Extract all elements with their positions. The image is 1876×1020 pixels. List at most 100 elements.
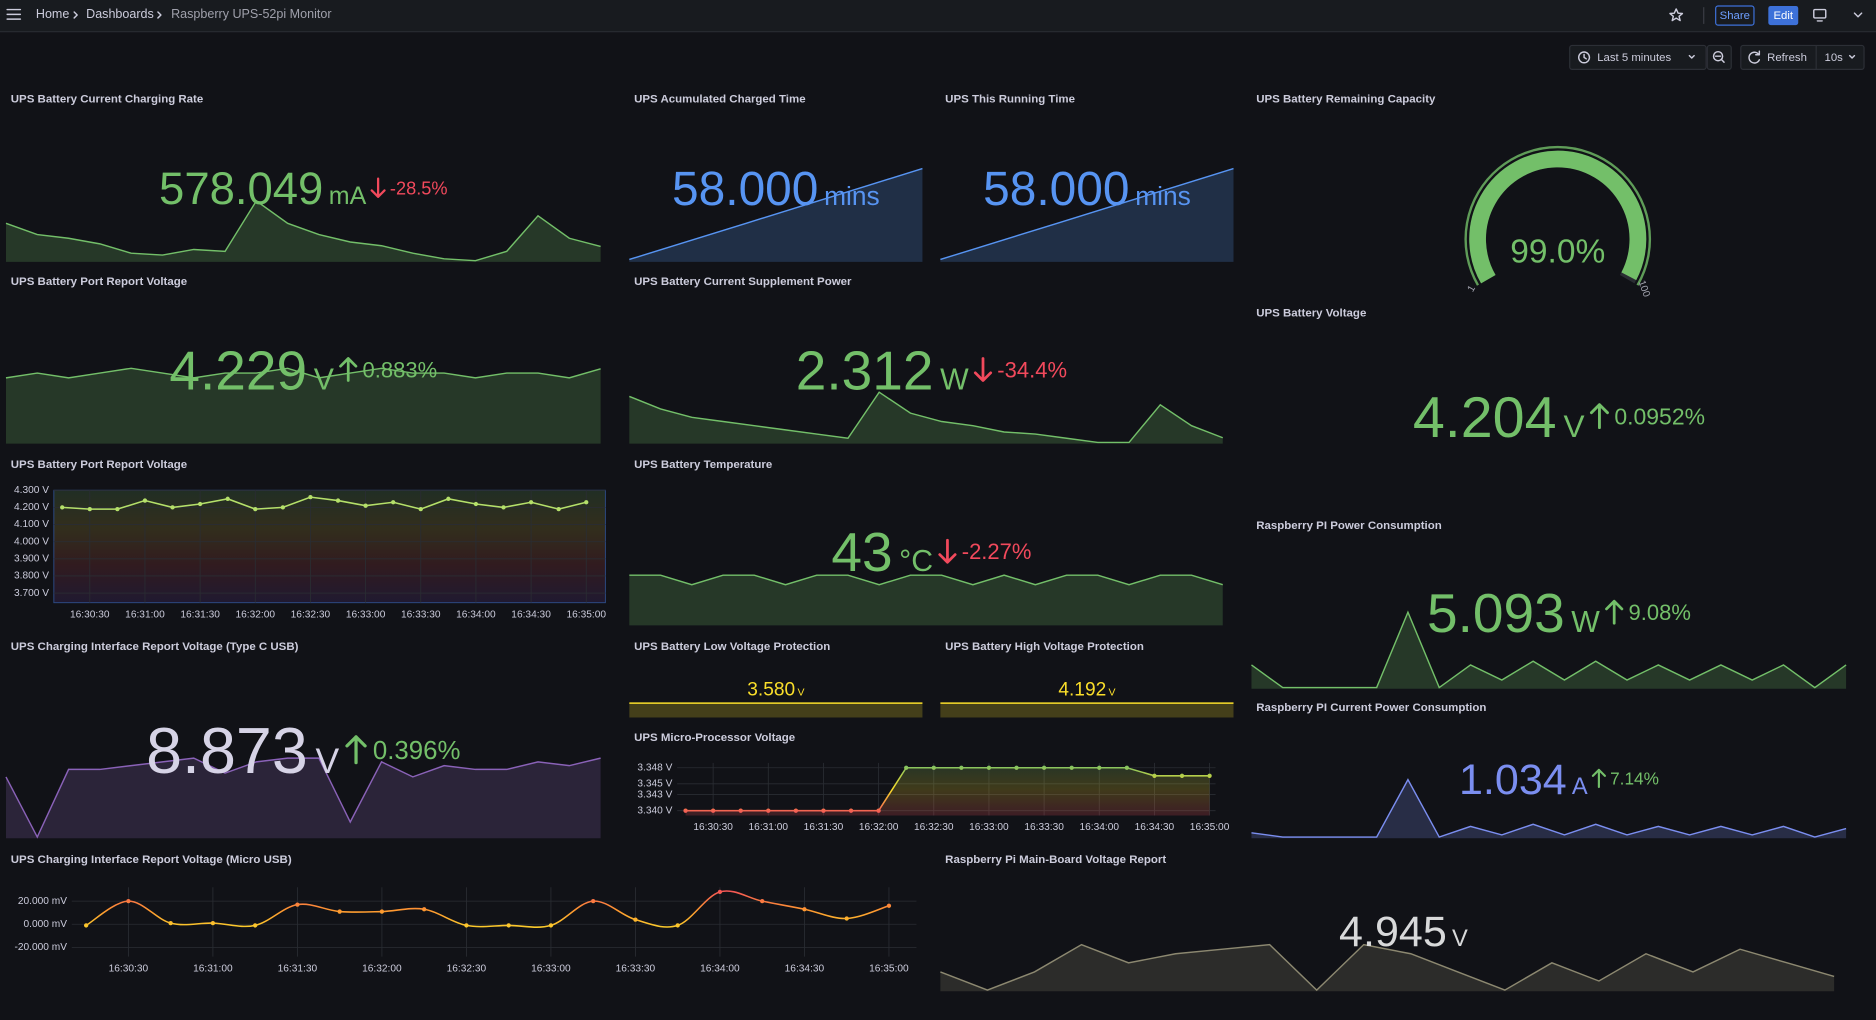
- series-point: [1069, 765, 1074, 770]
- stat-unit: V: [797, 687, 804, 699]
- breadcrumb-dashboards[interactable]: Dashboards: [86, 7, 154, 21]
- x-tick-label: 16:30:30: [693, 822, 733, 833]
- gauge-threshold: [1464, 145, 1652, 286]
- series-point: [1207, 773, 1212, 778]
- y-tick-label: 4.100 V: [14, 519, 49, 530]
- stat-delta: 9.08%: [1629, 600, 1691, 625]
- stat-value: 58.000: [983, 163, 1129, 216]
- stat-unit: A: [1572, 774, 1588, 800]
- series-point: [675, 923, 680, 928]
- stat-value: 2.312: [796, 339, 934, 401]
- series-line: [685, 766, 1210, 812]
- x-tick-label: 16:31:30: [278, 963, 318, 974]
- series-point: [280, 505, 286, 510]
- x-tick-label: 16:32:00: [362, 963, 402, 974]
- series-point: [126, 898, 131, 904]
- series-point: [591, 898, 596, 904]
- stat-unit: °C: [899, 545, 933, 578]
- series-point: [170, 505, 175, 510]
- series-point: [556, 506, 561, 512]
- stat-unit: W: [1571, 606, 1600, 639]
- panel-title: UPS Battery Current Charging Rate: [11, 93, 204, 105]
- y-tick-label: 4.000 V: [14, 536, 49, 547]
- kiosk-button[interactable]: [1813, 8, 1827, 22]
- panel-title: UPS Acumulated Charged Time: [634, 93, 805, 105]
- share-label[interactable]: Share: [1720, 10, 1750, 22]
- x-tick-label: 16:33:30: [1024, 822, 1064, 833]
- y-tick-label: 3.900 V: [14, 553, 49, 564]
- series-point: [683, 808, 688, 813]
- series-point: [717, 889, 723, 895]
- panel-title: UPS Micro-Processor Voltage: [634, 732, 795, 744]
- series-point: [308, 494, 313, 500]
- sparkline: [5, 199, 601, 262]
- x-tick-label: 16:34:30: [511, 609, 551, 620]
- stat-value: 578.049: [159, 163, 323, 214]
- y-tick-label: 4.300 V: [14, 485, 49, 496]
- stat-delta: 0.883%: [363, 357, 438, 382]
- series-point: [876, 808, 881, 813]
- y-tick-label: 3.700 V: [14, 588, 49, 599]
- stat-delta: 0.0952%: [1614, 403, 1705, 429]
- gauge-value-arc: [1469, 150, 1647, 284]
- refresh-label[interactable]: Refresh: [1767, 52, 1807, 64]
- x-tick-label: 16:33:30: [401, 609, 441, 620]
- series-line: [62, 496, 587, 510]
- refresh-interval[interactable]: 10s: [1825, 52, 1844, 64]
- interval-chevron: [1848, 54, 1856, 59]
- edit-button[interactable]: [1768, 5, 1799, 26]
- series-point: [1097, 765, 1102, 770]
- refresh-picker[interactable]: [1740, 44, 1865, 70]
- share-button[interactable]: [1715, 5, 1755, 26]
- x-tick-label: 16:34:00: [700, 963, 740, 974]
- x-tick-label: 16:34:30: [1135, 822, 1175, 833]
- x-tick-label: 16:32:30: [291, 609, 331, 620]
- series-area: [685, 767, 1210, 816]
- time-range-label[interactable]: Last 5 minutes: [1597, 52, 1671, 64]
- edit-label[interactable]: Edit: [1773, 10, 1793, 22]
- series-point: [253, 506, 258, 512]
- x-tick-label: 16:34:00: [1079, 822, 1119, 833]
- gauge-min: 1: [1466, 283, 1479, 294]
- series-point: [848, 808, 854, 813]
- sparkline: [940, 943, 1835, 992]
- series-point: [931, 765, 936, 770]
- panel-title: UPS Battery Remaining Capacity: [1256, 93, 1436, 105]
- x-tick-label: 16:30:30: [109, 963, 149, 974]
- series-point: [633, 917, 638, 922]
- clock-icon: [1577, 51, 1591, 64]
- time-picker[interactable]: [1569, 44, 1707, 70]
- menu-icon[interactable]: [6, 8, 22, 20]
- top-bar: [0, 0, 1876, 32]
- sparkline-area: [5, 758, 601, 839]
- panel-title: UPS Battery Temperature: [634, 459, 772, 471]
- stat-unit: W: [940, 363, 969, 396]
- y-tick-label: 3.340 V: [637, 805, 672, 816]
- zoom-out-button[interactable]: [1706, 44, 1732, 70]
- trend-arrow: [1591, 768, 1607, 789]
- sparkline-area: [5, 368, 601, 444]
- x-tick-label: 16:31:00: [749, 822, 789, 833]
- series-point: [821, 808, 826, 813]
- panel-title: UPS Charging Interface Report Voltage (T…: [11, 641, 299, 653]
- breadcrumb-home[interactable]: Home: [36, 7, 69, 21]
- series-point: [886, 903, 892, 908]
- trend-arrow: [1605, 599, 1624, 625]
- series-point: [335, 498, 341, 503]
- series-point: [710, 808, 716, 813]
- x-tick-label: 16:31:00: [125, 609, 165, 620]
- stat-unit: mA: [329, 182, 367, 210]
- stat-value: 4.945: [1339, 908, 1447, 956]
- series-point: [60, 505, 65, 510]
- stat-value: 43: [831, 521, 892, 583]
- series-point: [379, 909, 385, 914]
- sparkline: [5, 757, 601, 839]
- x-tick-label: 16:33:00: [531, 963, 571, 974]
- panel-title: UPS Charging Interface Report Voltage (M…: [11, 854, 292, 866]
- star-button[interactable]: [1669, 8, 1684, 22]
- series-point: [225, 496, 230, 501]
- stat-delta: -34.4%: [997, 357, 1067, 382]
- more-button[interactable]: [1853, 12, 1863, 18]
- series-point: [446, 496, 451, 501]
